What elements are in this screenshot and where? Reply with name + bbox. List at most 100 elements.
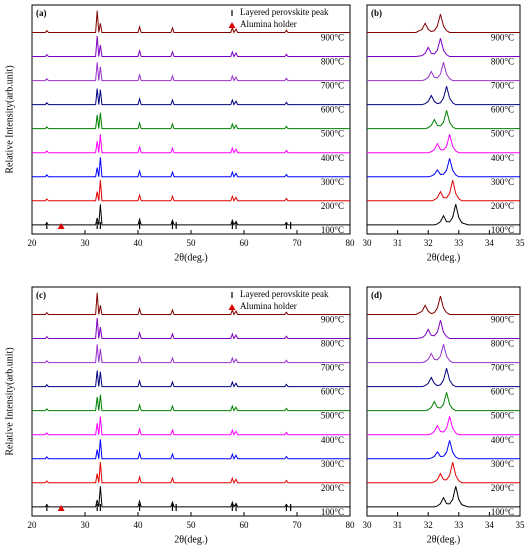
trace-label: 600°C — [321, 105, 344, 115]
x-tick-label: 30 — [81, 238, 91, 248]
x-tick-label: 40 — [134, 520, 144, 530]
trace — [32, 292, 350, 316]
x-tick-label: 34 — [485, 238, 495, 248]
trace-label: 300°C — [321, 459, 344, 469]
trace-label: 800°C — [491, 339, 514, 349]
x-tick-label: 80 — [346, 520, 356, 530]
plot-frame — [366, 286, 521, 517]
trace-label: 900°C — [321, 315, 344, 325]
trace-label: 400°C — [491, 153, 514, 163]
trace-label: 300°C — [491, 459, 514, 469]
trace — [32, 180, 350, 202]
trace — [367, 180, 520, 202]
plot-frame — [31, 286, 351, 517]
trace — [32, 462, 350, 484]
x-tick-label: 32 — [424, 238, 433, 248]
alumina-marker — [57, 223, 65, 229]
trace-label: 200°C — [491, 483, 514, 493]
trace — [32, 157, 350, 178]
trace-label: 700°C — [321, 81, 344, 91]
x-axis-label: 2θ(deg.) — [427, 534, 460, 545]
x-tick-label: 50 — [187, 520, 197, 530]
x-tick-label: 20 — [28, 238, 38, 248]
trace — [367, 86, 520, 106]
x-tick-label: 35 — [516, 238, 526, 248]
y-axis-label: Relative Intensity(arb.unit) — [4, 65, 15, 173]
trace — [32, 62, 350, 82]
x-axis-label: 2θ(deg.) — [174, 534, 207, 545]
trace-label: 700°C — [491, 81, 514, 91]
trace — [367, 62, 520, 82]
trace-label: 100°C — [321, 507, 344, 517]
trace-label: 200°C — [491, 201, 514, 211]
plot-frame — [31, 4, 351, 235]
trace — [367, 110, 520, 130]
trace-label: 900°C — [491, 315, 514, 325]
x-tick-label: 80 — [346, 238, 356, 248]
trace-label: 500°C — [321, 411, 344, 421]
y-axis-label: Relative Intensity(arb.unit) — [4, 347, 15, 455]
trace-label: 500°C — [491, 129, 514, 139]
trace — [367, 14, 520, 33]
x-tick-label: 34 — [485, 520, 495, 530]
trace — [32, 134, 350, 154]
legend-label: Layered perovskite peak — [240, 289, 329, 299]
plot-frame — [366, 4, 521, 235]
legend-label: Alumina holder — [240, 19, 297, 29]
trace — [367, 38, 520, 58]
x-tick-label: 30 — [363, 238, 373, 248]
x-tick-label: 31 — [393, 520, 402, 530]
trace-label: 100°C — [491, 507, 514, 517]
trace-label: 900°C — [321, 33, 344, 43]
trace — [367, 392, 520, 412]
trace-label: 400°C — [491, 435, 514, 445]
trace — [367, 296, 520, 315]
trace — [32, 317, 350, 340]
trace — [367, 344, 520, 364]
trace — [367, 416, 520, 436]
x-tick-label: 30 — [363, 520, 373, 530]
trace-label: 800°C — [491, 57, 514, 67]
trace — [32, 344, 350, 364]
trace-label: 700°C — [321, 363, 344, 373]
x-axis-label: 2θ(deg.) — [174, 252, 207, 263]
trace — [367, 320, 520, 340]
x-tick-label: 70 — [293, 520, 303, 530]
panel-label: (a) — [36, 8, 47, 18]
trace — [367, 204, 520, 226]
x-tick-label: 40 — [134, 238, 144, 248]
x-tick-label: 33 — [454, 238, 464, 248]
x-tick-label: 70 — [293, 238, 303, 248]
trace — [32, 112, 350, 130]
trace-label: 200°C — [321, 483, 344, 493]
trace-label: 100°C — [321, 225, 344, 235]
trace — [367, 158, 520, 178]
x-tick-label: 35 — [516, 520, 526, 530]
x-tick-label: 33 — [454, 520, 464, 530]
x-axis-label: 2θ(deg.) — [427, 252, 460, 263]
trace-label: 300°C — [491, 177, 514, 187]
x-tick-label: 32 — [424, 520, 433, 530]
trace-label: 500°C — [321, 129, 344, 139]
trace-label: 500°C — [491, 411, 514, 421]
x-tick-label: 30 — [81, 520, 91, 530]
trace — [367, 486, 520, 508]
trace — [32, 88, 350, 106]
panel-label: (c) — [36, 290, 46, 300]
trace-label: 300°C — [321, 177, 344, 187]
x-tick-label: 20 — [28, 520, 38, 530]
trace — [32, 10, 350, 34]
trace — [367, 462, 520, 484]
trace-label: 400°C — [321, 153, 344, 163]
trace — [32, 439, 350, 460]
trace-label: 800°C — [321, 339, 344, 349]
x-tick-label: 60 — [240, 520, 250, 530]
trace — [32, 204, 350, 226]
legend-symbol — [228, 304, 236, 310]
trace-label: 600°C — [491, 387, 514, 397]
trace-label: 700°C — [491, 363, 514, 373]
trace — [32, 394, 350, 412]
trace — [32, 416, 350, 436]
trace-label: 900°C — [491, 33, 514, 43]
